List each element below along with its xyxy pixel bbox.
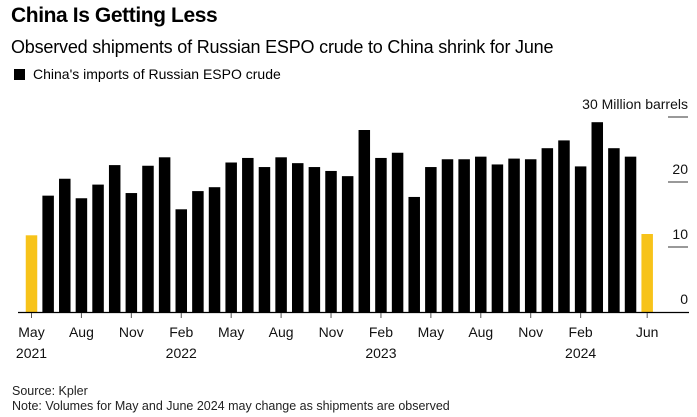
bar-aug-2023 (475, 156, 487, 312)
bar-may-2023 (425, 167, 437, 312)
bar-jun-2024 (641, 234, 653, 312)
bar-may-2024 (624, 156, 637, 312)
bar-jun-2021 (42, 195, 54, 312)
bar-dec-2022 (341, 176, 354, 312)
y-tick-label: 30 Million barrels (582, 96, 688, 112)
x-axis (18, 311, 689, 318)
bar-feb-2022 (175, 209, 188, 312)
source-text: Source: Kpler (12, 384, 88, 398)
bar-mar-2024 (591, 122, 604, 312)
x-tick-year: 2023 (365, 345, 396, 361)
bar-nov-2023 (524, 159, 537, 312)
bar-sep-2022 (291, 163, 304, 312)
bar-oct-2021 (108, 165, 121, 312)
x-tick-month: Feb (369, 324, 393, 340)
x-tick-month: May (18, 324, 44, 340)
bar-mar-2023 (391, 152, 404, 312)
bar-jun-2023 (441, 159, 454, 312)
bar-dec-2021 (142, 165, 154, 312)
bar-apr-2023 (408, 196, 420, 312)
bar-sep-2023 (491, 164, 504, 312)
note-text: Note: Volumes for May and June 2024 may … (12, 399, 450, 413)
bar-aug-2022 (275, 157, 287, 312)
bar-chart: 0 10 20 30 Million barrels May 2021 Aug Nov Feb… (16, 96, 689, 361)
bar-may-2021 (25, 235, 38, 312)
y-tick-label: 0 (680, 291, 688, 307)
y-tick-label: 20 (672, 161, 688, 177)
x-tick-month: Aug (69, 324, 94, 340)
x-tick-month: Aug (269, 324, 294, 340)
bar-jul-2023 (458, 159, 470, 312)
x-tick-month: Nov (319, 324, 344, 340)
x-tick-year: 2021 (16, 345, 47, 361)
x-tick-month: Jun (636, 324, 659, 340)
bar-nov-2021 (125, 193, 138, 312)
x-tick-month: Feb (569, 324, 593, 340)
bar-dec-2023 (541, 148, 554, 312)
footer: Source: Kpler Note: Volumes for May and … (12, 384, 450, 414)
chart-title: China Is Getting Less (11, 4, 218, 27)
bar-jun-2022 (242, 157, 254, 312)
bar-jan-2024 (558, 140, 570, 312)
bar-apr-2024 (608, 148, 620, 312)
legend: China's imports of Russian ESPO crude (14, 66, 281, 82)
bars (25, 122, 653, 312)
bar-oct-2023 (508, 158, 520, 312)
bar-jul-2022 (258, 167, 271, 312)
bar-nov-2022 (325, 170, 337, 312)
bar-feb-2024 (574, 166, 587, 312)
bar-oct-2022 (308, 167, 321, 312)
x-tick-year: 2024 (565, 345, 596, 361)
x-tick-month: May (218, 324, 244, 340)
bar-aug-2021 (75, 198, 88, 312)
x-tick-month: May (418, 324, 444, 340)
chart-subtitle: Observed shipments of Russian ESPO crude… (11, 37, 554, 57)
x-tick-month: Aug (468, 324, 493, 340)
bar-mar-2022 (192, 191, 204, 312)
x-axis-labels: May 2021 Aug Nov Feb 2022 May Aug Nov Feb 2023 May A… (16, 324, 659, 361)
bar-apr-2022 (208, 187, 221, 312)
x-tick-year: 2022 (166, 345, 197, 361)
y-tick-label: 10 (672, 226, 688, 242)
y-axis-labels: 0 10 20 30 Million barrels (582, 96, 688, 307)
bar-jan-2022 (158, 157, 171, 312)
bar-sep-2021 (92, 184, 104, 312)
x-tick-month: Feb (169, 324, 193, 340)
x-tick-month: Nov (518, 324, 543, 340)
x-tick-month: Nov (119, 324, 144, 340)
bar-feb-2023 (375, 157, 387, 312)
legend-label: China's imports of Russian ESPO crude (33, 66, 281, 82)
gridlines (668, 116, 688, 248)
bar-jul-2021 (59, 178, 71, 312)
bar-jan-2023 (358, 130, 371, 312)
bar-may-2022 (225, 162, 237, 312)
legend-swatch (14, 68, 25, 80)
